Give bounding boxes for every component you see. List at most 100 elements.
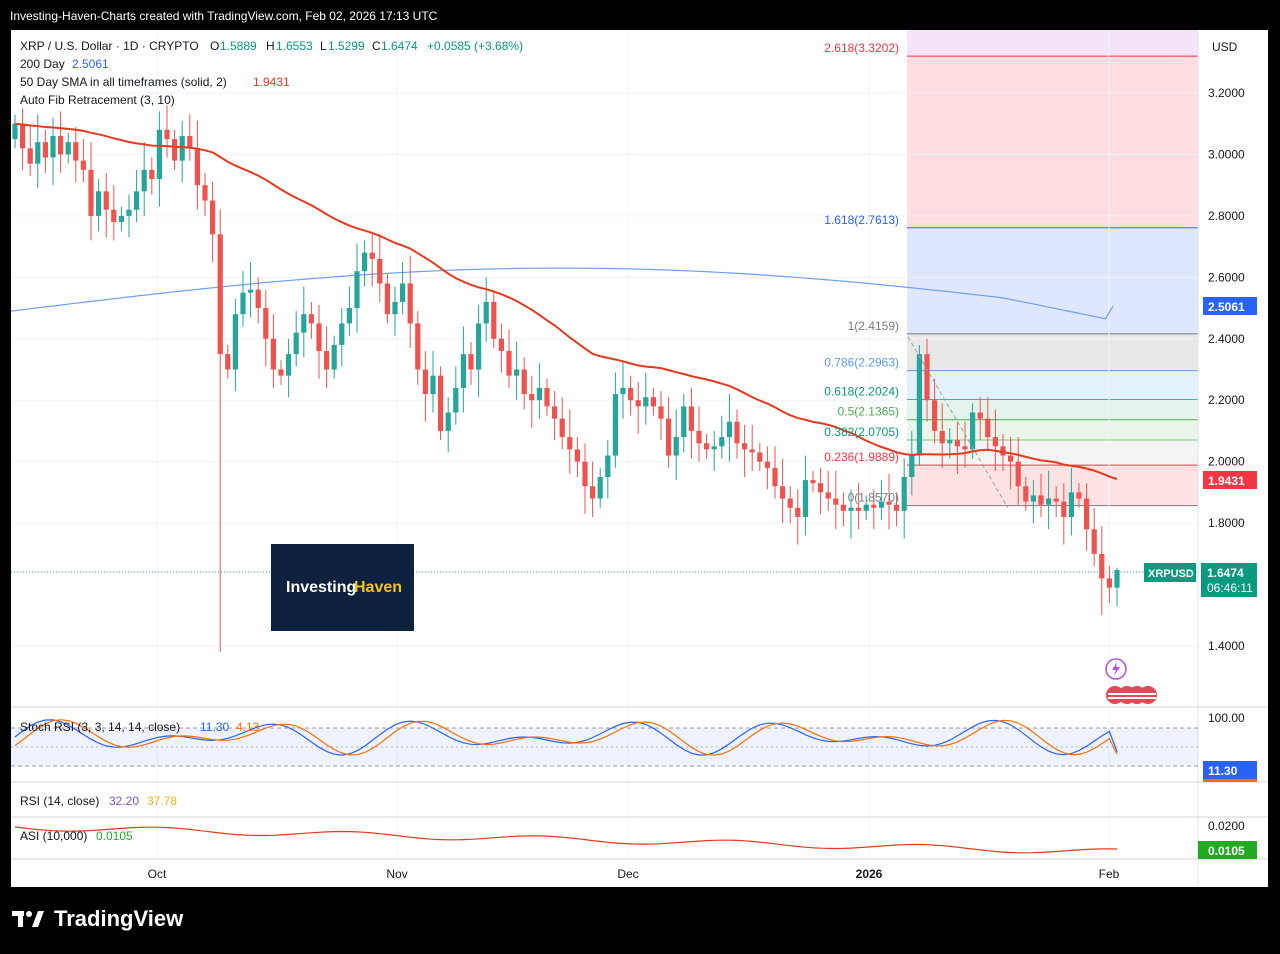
candle-body[interactable]: [111, 209, 117, 223]
asi-line[interactable]: [14, 826, 1118, 854]
candle-body[interactable]: [780, 486, 786, 499]
candle-body[interactable]: [977, 412, 983, 419]
currency-label[interactable]: USD: [1212, 40, 1238, 54]
candle-body[interactable]: [88, 169, 94, 216]
candle-body[interactable]: [704, 443, 710, 450]
candle-body[interactable]: [521, 369, 527, 395]
candles[interactable]: [12, 105, 1120, 653]
candle-body[interactable]: [1099, 553, 1105, 579]
candle-body[interactable]: [103, 191, 109, 210]
candle-body[interactable]: [293, 332, 299, 355]
candle-body[interactable]: [58, 136, 64, 155]
candle-body[interactable]: [673, 437, 679, 456]
candle-body[interactable]: [962, 446, 968, 450]
candle-body[interactable]: [635, 400, 641, 407]
candle-body[interactable]: [445, 412, 451, 431]
candle-body[interactable]: [954, 440, 960, 447]
sma50-line[interactable]: [14, 122, 1118, 481]
candle-body[interactable]: [354, 271, 360, 309]
candle-body[interactable]: [118, 215, 124, 223]
candle-body[interactable]: [422, 369, 428, 395]
candle-body[interactable]: [1030, 495, 1036, 502]
candle-body[interactable]: [339, 323, 345, 345]
candle-body[interactable]: [818, 483, 824, 493]
candle-body[interactable]: [1061, 501, 1067, 517]
candle-body[interactable]: [217, 234, 223, 355]
candle-body[interactable]: [856, 507, 862, 511]
candle-body[interactable]: [263, 308, 269, 339]
candle-body[interactable]: [529, 394, 535, 401]
candle-body[interactable]: [696, 430, 702, 444]
candle-body[interactable]: [1015, 461, 1021, 487]
candle-body[interactable]: [1068, 492, 1074, 517]
candle-body[interactable]: [909, 455, 915, 478]
candle-body[interactable]: [430, 375, 436, 395]
candle-body[interactable]: [894, 504, 900, 511]
candle-body[interactable]: [498, 338, 504, 352]
candle-body[interactable]: [362, 252, 368, 272]
candle-body[interactable]: [270, 338, 276, 370]
candle-body[interactable]: [377, 258, 383, 284]
time-axis[interactable]: Oct Nov Dec 2026 Feb: [148, 867, 1120, 881]
candle-body[interactable]: [734, 421, 740, 444]
candle-body[interactable]: [164, 129, 170, 140]
candle-body[interactable]: [574, 449, 580, 462]
candle-body[interactable]: [415, 323, 421, 370]
candle-body[interactable]: [802, 480, 808, 517]
candle-body[interactable]: [833, 498, 839, 505]
candle-body[interactable]: [210, 200, 216, 235]
candle-body[interactable]: [1091, 529, 1097, 554]
candle-body[interactable]: [369, 252, 375, 259]
candle-body[interactable]: [878, 501, 884, 508]
candle-body[interactable]: [787, 498, 793, 508]
candle-body[interactable]: [301, 314, 307, 333]
candle-body[interactable]: [316, 323, 322, 352]
candle-body[interactable]: [970, 412, 976, 450]
candle-body[interactable]: [552, 406, 558, 419]
candle-body[interactable]: [453, 387, 459, 413]
candle-body[interactable]: [1114, 569, 1120, 588]
candle-body[interactable]: [407, 283, 413, 324]
candle-body[interactable]: [149, 169, 155, 180]
stoch-d-line[interactable]: [14, 719, 1118, 756]
candle-body[interactable]: [597, 477, 603, 499]
candle-body[interactable]: [324, 351, 330, 370]
candle-body[interactable]: [240, 292, 246, 315]
candle-body[interactable]: [346, 308, 352, 324]
candle-body[interactable]: [12, 123, 18, 140]
candle-body[interactable]: [248, 289, 254, 293]
candle-body[interactable]: [80, 160, 86, 170]
candle-body[interactable]: [400, 283, 406, 302]
candle-body[interactable]: [187, 136, 193, 149]
candle-body[interactable]: [126, 209, 132, 216]
candle-body[interactable]: [628, 387, 634, 401]
candle-body[interactable]: [719, 437, 725, 447]
candle-body[interactable]: [1000, 446, 1006, 456]
candle-body[interactable]: [924, 354, 930, 401]
candle-body[interactable]: [757, 452, 763, 462]
candle-body[interactable]: [567, 437, 573, 450]
candle-body[interactable]: [590, 486, 596, 499]
candle-body[interactable]: [544, 387, 550, 407]
candle-body[interactable]: [141, 169, 147, 192]
candle-body[interactable]: [1106, 578, 1112, 588]
candle-body[interactable]: [232, 314, 238, 370]
candle-body[interactable]: [1084, 498, 1090, 530]
candle-body[interactable]: [795, 507, 801, 517]
candle-body[interactable]: [194, 148, 200, 186]
candle-body[interactable]: [688, 406, 694, 431]
candle-body[interactable]: [20, 123, 26, 149]
candle-body[interactable]: [42, 142, 48, 158]
candle-body[interactable]: [278, 369, 284, 376]
candle-body[interactable]: [612, 394, 618, 456]
candle-body[interactable]: [711, 446, 717, 450]
candle-body[interactable]: [582, 461, 588, 487]
candle-body[interactable]: [1076, 492, 1082, 499]
candle-body[interactable]: [681, 406, 687, 438]
candle-body[interactable]: [916, 354, 922, 456]
candle-body[interactable]: [650, 397, 656, 407]
candle-body[interactable]: [726, 421, 732, 438]
candle-body[interactable]: [749, 449, 755, 453]
candle-body[interactable]: [863, 504, 869, 511]
candle-body[interactable]: [871, 504, 877, 508]
